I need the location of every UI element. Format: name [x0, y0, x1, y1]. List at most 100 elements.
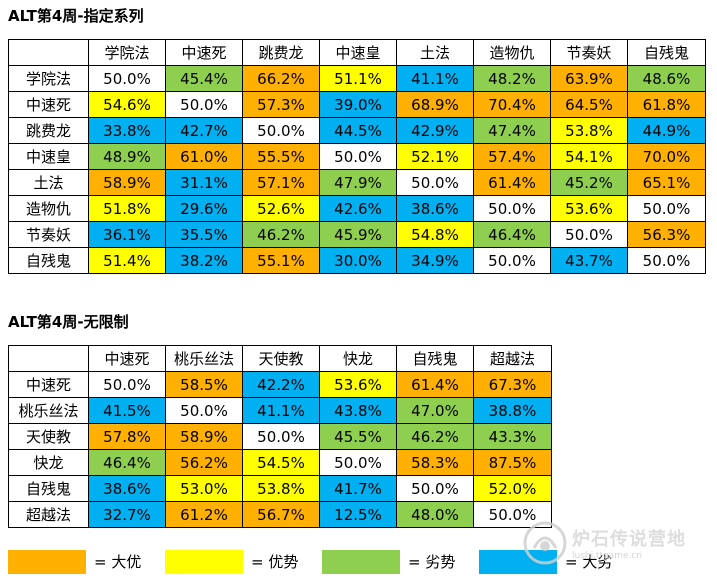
table2-title: ALT第4周-无限制 — [8, 313, 129, 331]
winrate-cell: 53.8% — [242, 475, 320, 502]
winrate-cell: 41.7% — [319, 475, 397, 502]
table-row: 天使教 57.8% 58.9% 50.0% 45.5% 46.2% 43.3% — [8, 423, 552, 450]
table1-title: ALT第4周-指定系列 — [8, 7, 144, 25]
winrate-cell: 48.9% — [88, 143, 166, 170]
winrate-cell: 36.1% — [88, 221, 166, 248]
winrate-cell: 44.5% — [319, 117, 397, 144]
winrate-cell: 45.2% — [550, 169, 628, 196]
table-row: 跳费龙 33.8% 42.7% 50.0% 44.5% 42.9% 47.4% 53.8% 44… — [8, 117, 706, 144]
winrate-cell: 54.1% — [550, 143, 628, 170]
winrate-cell: 51.1% — [319, 65, 397, 92]
winrate-cell: 55.5% — [242, 143, 320, 170]
winrate-cell: 50.0% — [627, 247, 706, 274]
winrate-cell: 50.0% — [627, 195, 706, 222]
winrate-cell: 33.8% — [88, 117, 166, 144]
legend-label-dayou: = 大优 — [94, 553, 142, 571]
column-header: 快龙 — [319, 345, 397, 372]
winrate-cell: 58.5% — [165, 371, 243, 398]
winrate-cell: 12.5% — [319, 501, 397, 528]
winrate-cell: 42.2% — [242, 371, 320, 398]
legend-label-lie: = 劣势 — [408, 553, 456, 571]
winrate-cell: 66.2% — [242, 65, 320, 92]
column-header: 天使教 — [242, 345, 320, 372]
column-header: 桃乐丝法 — [165, 345, 243, 372]
column-header: 土法 — [396, 39, 474, 66]
watermark-url: lushi.ttgame.cn — [572, 551, 643, 561]
watermark-name: 炉石传说营地 — [572, 529, 686, 550]
winrate-cell: 38.6% — [396, 195, 474, 222]
header-row: 中速死 桃乐丝法 天使教 快龙 自残鬼 超越法 — [8, 345, 552, 372]
winrate-cell: 47.9% — [319, 169, 397, 196]
row-header: 节奏妖 — [8, 221, 89, 248]
winrate-cell: 45.4% — [165, 65, 243, 92]
winrate-cell: 50.0% — [319, 143, 397, 170]
winrate-cell: 41.5% — [88, 397, 166, 424]
winrate-cell: 50.0% — [550, 221, 628, 248]
winrate-cell: 53.6% — [319, 371, 397, 398]
row-header: 中速死 — [8, 371, 89, 398]
winrate-cell: 58.9% — [165, 423, 243, 450]
winrate-cell: 58.9% — [88, 169, 166, 196]
winrate-cell: 47.4% — [473, 117, 551, 144]
column-header: 跳费龙 — [242, 39, 320, 66]
winrate-cell: 43.7% — [550, 247, 628, 274]
column-header: 节奏妖 — [550, 39, 628, 66]
winrate-cell: 50.0% — [88, 371, 166, 398]
winrate-cell: 63.9% — [550, 65, 628, 92]
legend-swatch-lie — [322, 549, 400, 574]
winrate-cell: 48.2% — [473, 65, 551, 92]
winrate-cell: 56.3% — [627, 221, 706, 248]
legend-item-you: = 优势 — [165, 548, 298, 575]
winrate-cell: 61.8% — [627, 91, 706, 118]
winrate-cell: 61.4% — [396, 371, 474, 398]
watermark-logo-icon — [523, 521, 567, 565]
winrate-cell: 68.9% — [396, 91, 474, 118]
table-row: 中速死 50.0% 58.5% 42.2% 53.6% 61.4% 67.3% — [8, 371, 552, 398]
legend-item-dayou: = 大优 — [8, 548, 141, 575]
winrate-cell: 44.9% — [627, 117, 706, 144]
winrate-cell: 53.0% — [165, 475, 243, 502]
winrate-cell: 50.0% — [242, 423, 320, 450]
table-row: 中速死 54.6% 50.0% 57.3% 39.0% 68.9% 70.4% 64.5% 61… — [8, 91, 706, 118]
winrate-cell: 70.4% — [473, 91, 551, 118]
column-header: 中速皇 — [319, 39, 397, 66]
table-row: 自残鬼 38.6% 53.0% 53.8% 41.7% 50.0% 52.0% — [8, 475, 552, 502]
table-row: 自残鬼 51.4% 38.2% 55.1% 30.0% 34.9% 50.0% 43.7% 50… — [8, 247, 706, 274]
winrate-cell: 54.5% — [242, 449, 320, 476]
corner-cell — [8, 39, 89, 66]
winrate-cell: 53.6% — [550, 195, 628, 222]
winrate-cell: 65.1% — [627, 169, 706, 196]
winrate-cell: 35.5% — [165, 221, 243, 248]
winrate-cell: 56.7% — [242, 501, 320, 528]
winrate-cell: 38.6% — [88, 475, 166, 502]
winrate-cell: 54.6% — [88, 91, 166, 118]
watermark: 炉石传说营地 lushi.ttgame.cn — [522, 520, 686, 566]
legend-swatch-you — [165, 549, 243, 574]
winrate-cell: 31.1% — [165, 169, 243, 196]
winrate-cell: 57.3% — [242, 91, 320, 118]
matchup-table-specified: 学院法 中速死 跳费龙 中速皇 土法 造物仇 节奏妖 自残鬼 学院法 50.0% 45.4% 66.2… — [8, 39, 706, 274]
winrate-cell: 61.2% — [165, 501, 243, 528]
winrate-cell: 52.0% — [473, 475, 552, 502]
column-header: 自残鬼 — [627, 39, 706, 66]
legend-label-dalie: = 大劣 — [565, 553, 613, 571]
winrate-cell: 50.0% — [88, 65, 166, 92]
winrate-cell: 64.5% — [550, 91, 628, 118]
table-row: 节奏妖 36.1% 35.5% 46.2% 45.9% 54.8% 46.4% 50.0% 56… — [8, 221, 706, 248]
winrate-cell: 46.4% — [88, 449, 166, 476]
winrate-cell: 30.0% — [319, 247, 397, 274]
winrate-cell: 51.4% — [88, 247, 166, 274]
winrate-cell: 70.0% — [627, 143, 706, 170]
winrate-cell: 41.1% — [242, 397, 320, 424]
winrate-cell: 51.8% — [88, 195, 166, 222]
winrate-cell: 39.0% — [319, 91, 397, 118]
winrate-cell: 32.7% — [88, 501, 166, 528]
column-header: 自残鬼 — [396, 345, 474, 372]
winrate-cell: 29.6% — [165, 195, 243, 222]
winrate-cell: 57.8% — [88, 423, 166, 450]
winrate-cell: 61.4% — [473, 169, 551, 196]
winrate-cell: 50.0% — [473, 195, 551, 222]
winrate-cell: 38.2% — [165, 247, 243, 274]
column-header: 超越法 — [473, 345, 552, 372]
legend-swatch-dayou — [8, 549, 86, 574]
